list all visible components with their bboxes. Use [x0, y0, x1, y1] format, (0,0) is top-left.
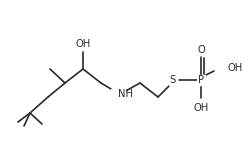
- Bar: [169, 75, 177, 85]
- Bar: [197, 75, 205, 85]
- Bar: [221, 63, 235, 73]
- Bar: [76, 39, 90, 49]
- Bar: [194, 103, 208, 113]
- Text: OH: OH: [228, 63, 243, 73]
- Text: O: O: [197, 45, 205, 55]
- Text: P: P: [198, 75, 204, 85]
- Text: OH: OH: [75, 39, 91, 49]
- Text: S: S: [170, 75, 176, 85]
- Text: NH: NH: [118, 89, 133, 99]
- Bar: [111, 89, 125, 99]
- Text: OH: OH: [193, 103, 209, 113]
- Bar: [197, 45, 205, 55]
